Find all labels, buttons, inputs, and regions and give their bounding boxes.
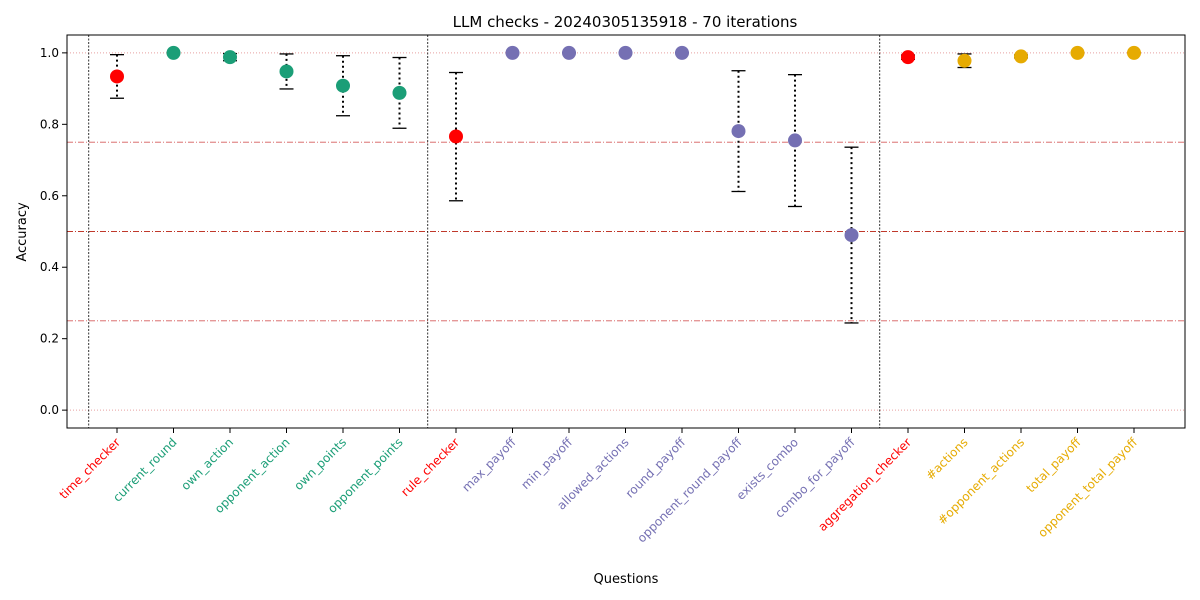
point-total_payoff bbox=[1070, 45, 1085, 60]
y-tick-label: 0.8 bbox=[40, 117, 59, 131]
point-max_payoff bbox=[505, 45, 520, 60]
x-axis-label: Questions bbox=[594, 572, 659, 587]
point-round_payoff bbox=[675, 45, 689, 60]
group-separators bbox=[88, 35, 881, 428]
y-axis-label: Accuracy bbox=[15, 202, 30, 262]
point-own_points bbox=[336, 78, 350, 93]
point-#opponent_actions bbox=[1014, 49, 1028, 64]
point-aggregation_checker bbox=[901, 50, 915, 65]
point-opponent_total_payoff bbox=[1127, 45, 1141, 60]
point-rule_checker bbox=[449, 129, 463, 144]
point-opponent_points bbox=[392, 85, 407, 100]
point-own_action bbox=[223, 50, 237, 65]
y-tick-label: 0.0 bbox=[40, 403, 59, 417]
point-current_round bbox=[166, 45, 181, 60]
data-points bbox=[110, 45, 1141, 243]
y-tick-label: 0.6 bbox=[40, 189, 59, 203]
point-#actions bbox=[957, 53, 972, 68]
y-axis: 0.0 0.2 0.4 0.6 0.8 1.0 bbox=[40, 46, 67, 417]
point-combo_for_payoff bbox=[844, 228, 859, 243]
point-allowed_actions bbox=[618, 45, 633, 60]
point-min_payoff bbox=[562, 45, 576, 60]
point-exists_combo bbox=[788, 133, 802, 148]
y-tick-label: 0.2 bbox=[40, 332, 59, 346]
chart-title: LLM checks - 20240305135918 - 70 iterati… bbox=[453, 13, 798, 31]
point-opponent_action bbox=[279, 64, 294, 79]
point-opponent_round_payoff bbox=[731, 124, 746, 139]
y-tick-label: 0.4 bbox=[40, 260, 59, 274]
y-tick-label: 1.0 bbox=[40, 46, 59, 60]
point-time_checker bbox=[110, 69, 124, 84]
